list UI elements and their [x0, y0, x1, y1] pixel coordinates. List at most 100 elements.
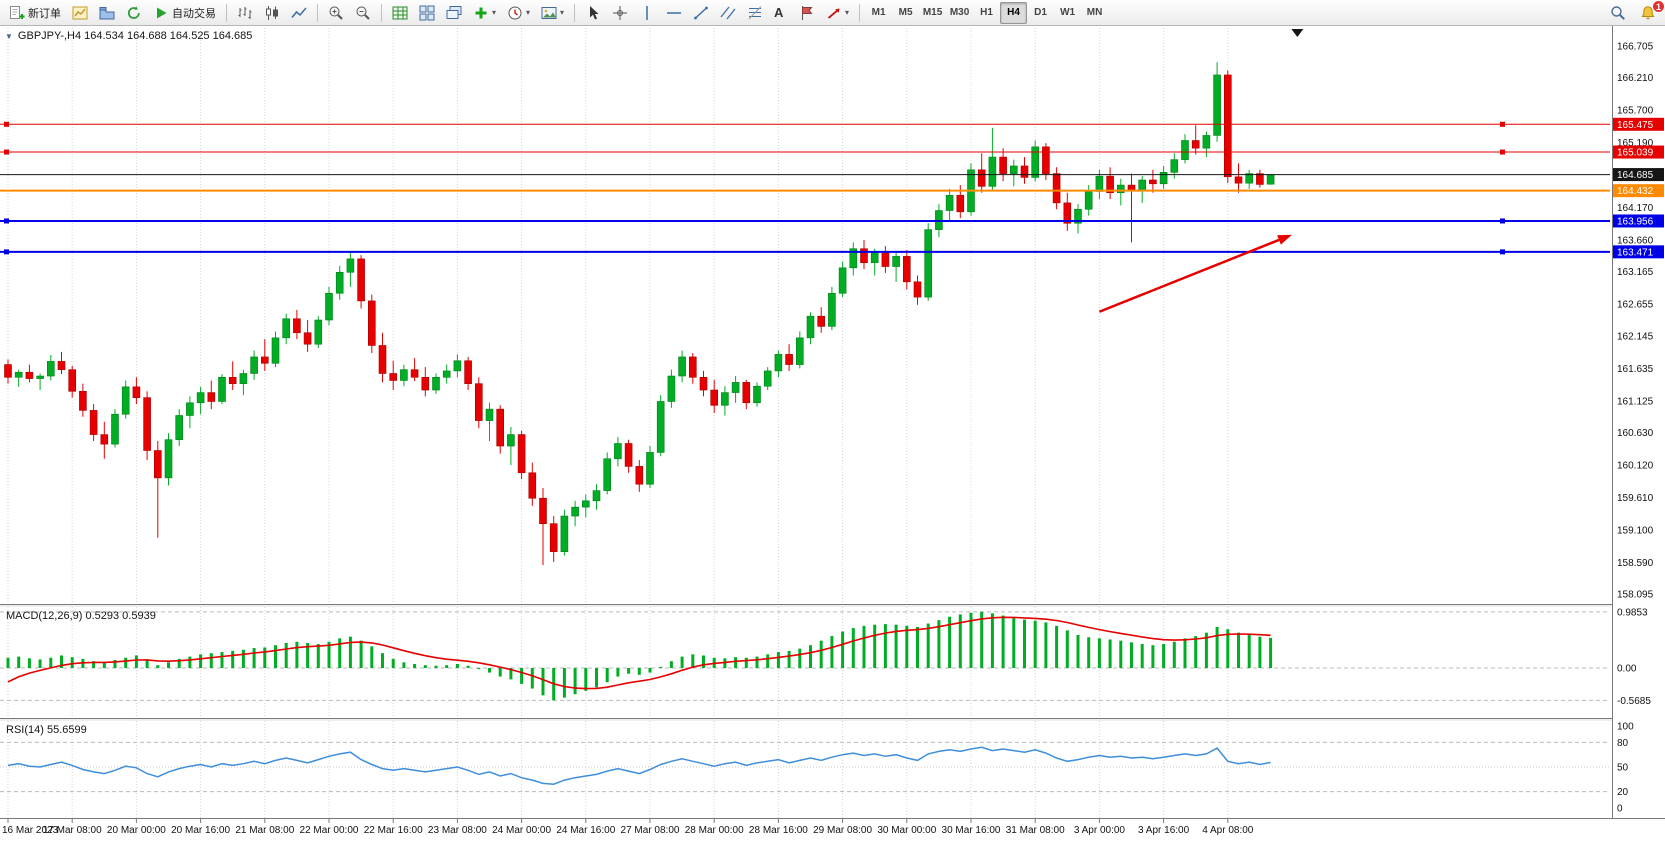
candle	[357, 255, 365, 309]
svg-text:164.685: 164.685	[1617, 170, 1654, 181]
candles-layer	[4, 62, 1275, 566]
timeframe-button-m15[interactable]: M15	[919, 2, 946, 24]
timeframe-button-m5[interactable]: M5	[892, 2, 919, 24]
horizontal-line-icon	[667, 11, 682, 14]
trendline-icon	[694, 6, 708, 19]
trend-arrow[interactable]	[1098, 234, 1292, 313]
candle	[1224, 70, 1232, 184]
refresh-button[interactable]	[121, 2, 147, 24]
macd-signal-line	[7, 616, 1271, 690]
cascade-windows-button[interactable]	[441, 2, 467, 24]
trendline-button[interactable]	[688, 2, 714, 24]
line-handle[interactable]	[4, 249, 9, 255]
price-level-line-163.956[interactable]	[0, 218, 1610, 224]
periods-button[interactable]: ▾	[502, 2, 535, 24]
rsi-level-lines	[0, 741, 1610, 793]
line-handle[interactable]	[1500, 121, 1505, 127]
crosshair-button[interactable]	[607, 2, 633, 24]
templates-button[interactable]: ▾	[536, 2, 569, 24]
arrows-button[interactable]: ▾	[821, 2, 854, 24]
candle	[656, 395, 665, 457]
zoom-in-icon	[329, 6, 343, 20]
fibonacci-button[interactable]	[742, 2, 768, 24]
candle	[924, 223, 933, 301]
timeframe-button-mn[interactable]: MN	[1081, 2, 1108, 24]
grid-button[interactable]	[387, 2, 413, 24]
macd-axis-label: -0.5685	[1617, 696, 1651, 707]
notifications-button[interactable]: 1	[1635, 0, 1665, 24]
chart-canvas[interactable]: 166.705 166.210 165.700 165.190 164.170 163.6…	[0, 26, 1665, 846]
line-handle[interactable]	[4, 218, 9, 224]
price-axis[interactable]: 166.705 166.210 165.700 165.190 164.170 163.6…	[1612, 26, 1665, 846]
candle	[432, 373, 440, 394]
line-handle[interactable]	[1500, 149, 1505, 155]
profiles-button[interactable]	[94, 2, 120, 24]
line-handle[interactable]	[4, 149, 9, 155]
tile-windows-button[interactable]	[414, 2, 440, 24]
candle	[774, 350, 783, 378]
timeframe-button-w1[interactable]: W1	[1054, 2, 1081, 24]
time-axis-label: 17 Mar 08:00	[43, 825, 102, 836]
candle	[1042, 143, 1050, 180]
timeframe-button-h4[interactable]: H4	[1000, 1, 1028, 24]
price-axis-label: 165.190	[1617, 138, 1654, 149]
panel-separators[interactable]	[0, 604, 1665, 721]
timeframe-button-d1[interactable]: D1	[1027, 2, 1054, 24]
new-chart-button[interactable]	[67, 2, 93, 24]
timeframe-button-m1[interactable]: M1	[865, 2, 892, 24]
timeframe-button-m30[interactable]: M30	[946, 2, 973, 24]
price-axis-label: 158.095	[1617, 590, 1654, 601]
horizontal-line-button[interactable]	[661, 2, 687, 24]
candle	[1149, 169, 1157, 193]
label-button[interactable]	[794, 2, 820, 24]
candlestick-type-button[interactable]	[259, 2, 285, 24]
cursor-button[interactable]	[580, 2, 606, 24]
zoom-in-button[interactable]	[323, 2, 349, 24]
candle	[121, 380, 130, 419]
channel-button[interactable]	[715, 2, 741, 24]
candle	[282, 313, 291, 345]
candle	[592, 484, 601, 510]
candle	[753, 382, 761, 407]
search-button[interactable]	[1605, 2, 1631, 24]
vertical-line-button[interactable]	[634, 2, 660, 24]
candle	[1202, 131, 1211, 158]
price-axis-label: 162.655	[1617, 299, 1654, 310]
candle	[785, 344, 793, 371]
time-axis-label: 29 Mar 08:00	[813, 825, 872, 836]
price-level-line-165.039[interactable]	[0, 149, 1610, 155]
price-level-line-165.475[interactable]	[0, 121, 1610, 127]
candle	[603, 452, 612, 495]
time-axis-label: 22 Mar 00:00	[300, 825, 359, 836]
auto-trading-label: 自动交易	[172, 7, 216, 20]
text-button[interactable]: A	[769, 2, 793, 24]
new-order-button[interactable]: 新订单	[4, 2, 66, 24]
grid-icon	[392, 6, 408, 19]
periods-clock-icon	[508, 6, 522, 19]
candle	[271, 331, 280, 368]
time-axis-label: 24 Mar 16:00	[556, 825, 615, 836]
candle	[1245, 169, 1253, 189]
chevron-down-icon: ▾	[526, 7, 531, 17]
candle	[346, 252, 355, 287]
auto-trading-button[interactable]: 自动交易	[148, 2, 221, 24]
one-click-trading-toggle[interactable]: ▼	[5, 31, 13, 41]
time-axis-label: 4 Apr 08:00	[1202, 825, 1254, 836]
price-level-line-163.471[interactable]	[0, 249, 1610, 255]
line-handle[interactable]	[1500, 249, 1505, 255]
rsi-axis-label: 0	[1617, 804, 1623, 815]
zoom-out-button[interactable]	[350, 2, 376, 24]
indicators-button[interactable]: ▾	[468, 2, 501, 24]
profiles-icon	[99, 6, 115, 19]
text-icon: A	[774, 5, 784, 20]
crosshair-icon	[613, 5, 628, 20]
candle	[1256, 169, 1264, 188]
timeframe-button-h1[interactable]: H1	[973, 2, 1000, 24]
line-chart-type-button[interactable]	[286, 2, 312, 24]
bar-chart-type-button[interactable]	[232, 2, 258, 24]
price-level-badge-164.685: 164.685	[1613, 168, 1664, 182]
line-handle[interactable]	[1500, 218, 1505, 224]
chart-title: GBPJPY-,H4 164.534 164.688 164.525 164.6…	[17, 30, 253, 42]
line-handle[interactable]	[4, 121, 9, 127]
